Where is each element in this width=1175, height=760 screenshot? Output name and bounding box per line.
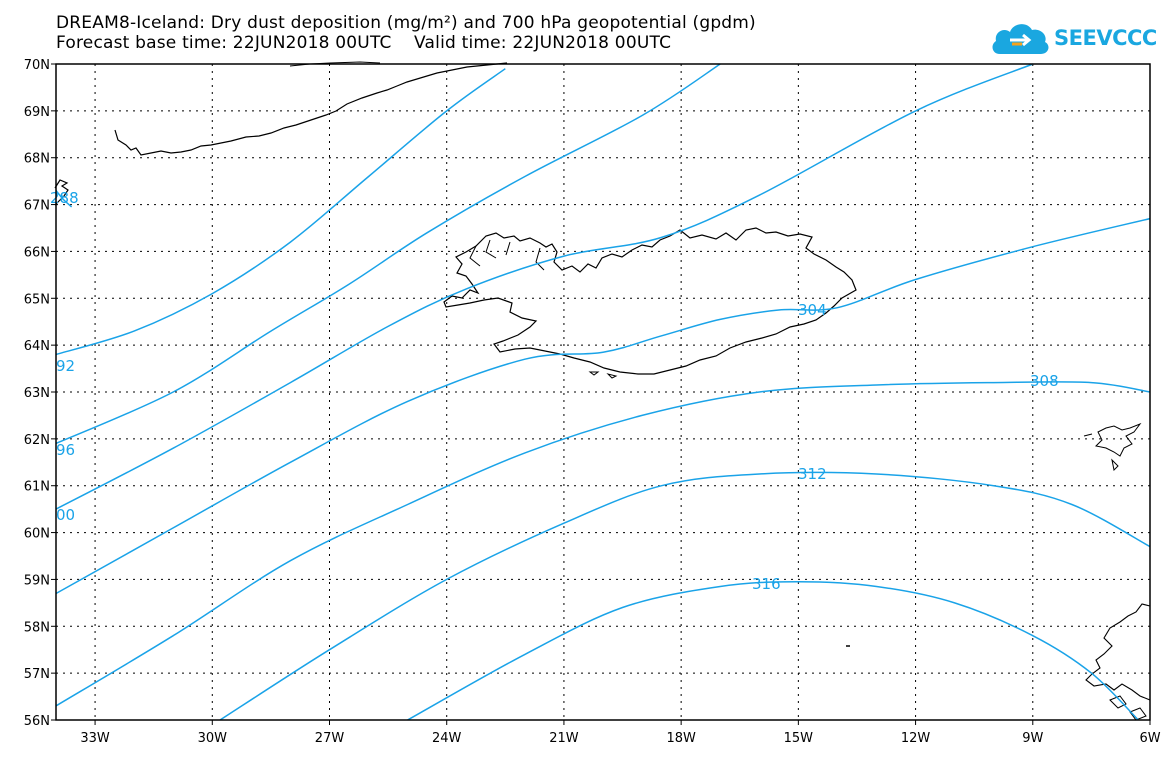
lat-tick-label: 56N	[24, 714, 50, 729]
contour-label-292: 92	[56, 357, 75, 375]
forecast-times: Forecast base time: 22JUN2018 00UTC Vali…	[56, 33, 672, 53]
lat-tick-label: 67N	[24, 199, 50, 214]
lon-tick-label: 9W	[1022, 731, 1043, 746]
contour-296	[55, 63, 721, 445]
contour-316	[407, 581, 1139, 721]
contour-312	[219, 471, 1151, 721]
coastlines	[54, 61, 1151, 721]
contour-label-308: 308	[1030, 372, 1059, 390]
longitude-labels: 33W 30W 27W 24W 21W 18W 15W 12W 9W 6W	[80, 731, 1160, 746]
geopotential-contours	[55, 63, 1151, 721]
lat-tick-label: 61N	[24, 480, 50, 495]
lat-tick-label: 66N	[24, 245, 50, 260]
lat-tick-label: 62N	[24, 433, 50, 448]
lat-tick-label: 58N	[24, 620, 50, 635]
lat-tick-label: 63N	[24, 386, 50, 401]
contour-292	[55, 68, 506, 356]
lat-tick-label: 69N	[24, 105, 50, 120]
cloud-logo-icon	[992, 24, 1049, 54]
contour-label-312: 312	[798, 465, 827, 483]
latitude-labels: 70N 69N 68N 67N 66N 65N 64N 63N 62N 61N 60N 59N 58N 5…	[24, 58, 50, 729]
lon-tick-label: 6W	[1139, 731, 1160, 746]
map-frame	[55, 63, 1151, 721]
contour-label-300: 00	[56, 506, 75, 524]
lon-tick-label: 27W	[315, 731, 345, 746]
lon-tick-label: 21W	[549, 731, 579, 746]
contour-300	[55, 63, 1034, 510]
contour-label-288: 288	[50, 189, 79, 207]
lat-tick-label: 68N	[24, 152, 50, 167]
lat-tick-label: 65N	[24, 292, 50, 307]
lat-tick-label: 64N	[24, 339, 50, 354]
lat-tick-label: 59N	[24, 573, 50, 588]
contour-labels: 288 92 96 00 304 308 312 316	[50, 189, 1059, 593]
contour-label-316: 316	[752, 575, 781, 593]
lon-tick-label: 18W	[666, 731, 696, 746]
contour-label-304: 304	[798, 301, 827, 319]
lon-tick-label: 24W	[432, 731, 462, 746]
seevccc-logo: SEEVCCC	[990, 18, 1157, 58]
lat-tick-label: 57N	[24, 667, 50, 682]
lon-tick-label: 30W	[198, 731, 228, 746]
lat-tick-label: 60N	[24, 527, 50, 542]
lon-tick-label: 15W	[784, 731, 814, 746]
lon-tick-label: 33W	[80, 731, 110, 746]
lat-tick-label: 70N	[24, 58, 50, 73]
gridlines	[51, 63, 1151, 725]
contour-304	[55, 217, 1151, 595]
contour-label-296: 96	[56, 441, 75, 459]
contour-288	[55, 190, 73, 208]
logo-text: SEEVCCC	[1054, 26, 1157, 50]
lon-tick-label: 12W	[901, 731, 931, 746]
map-title: DREAM8-Iceland: Dry dust deposition (mg/…	[56, 13, 756, 33]
contour-308	[55, 381, 1151, 707]
